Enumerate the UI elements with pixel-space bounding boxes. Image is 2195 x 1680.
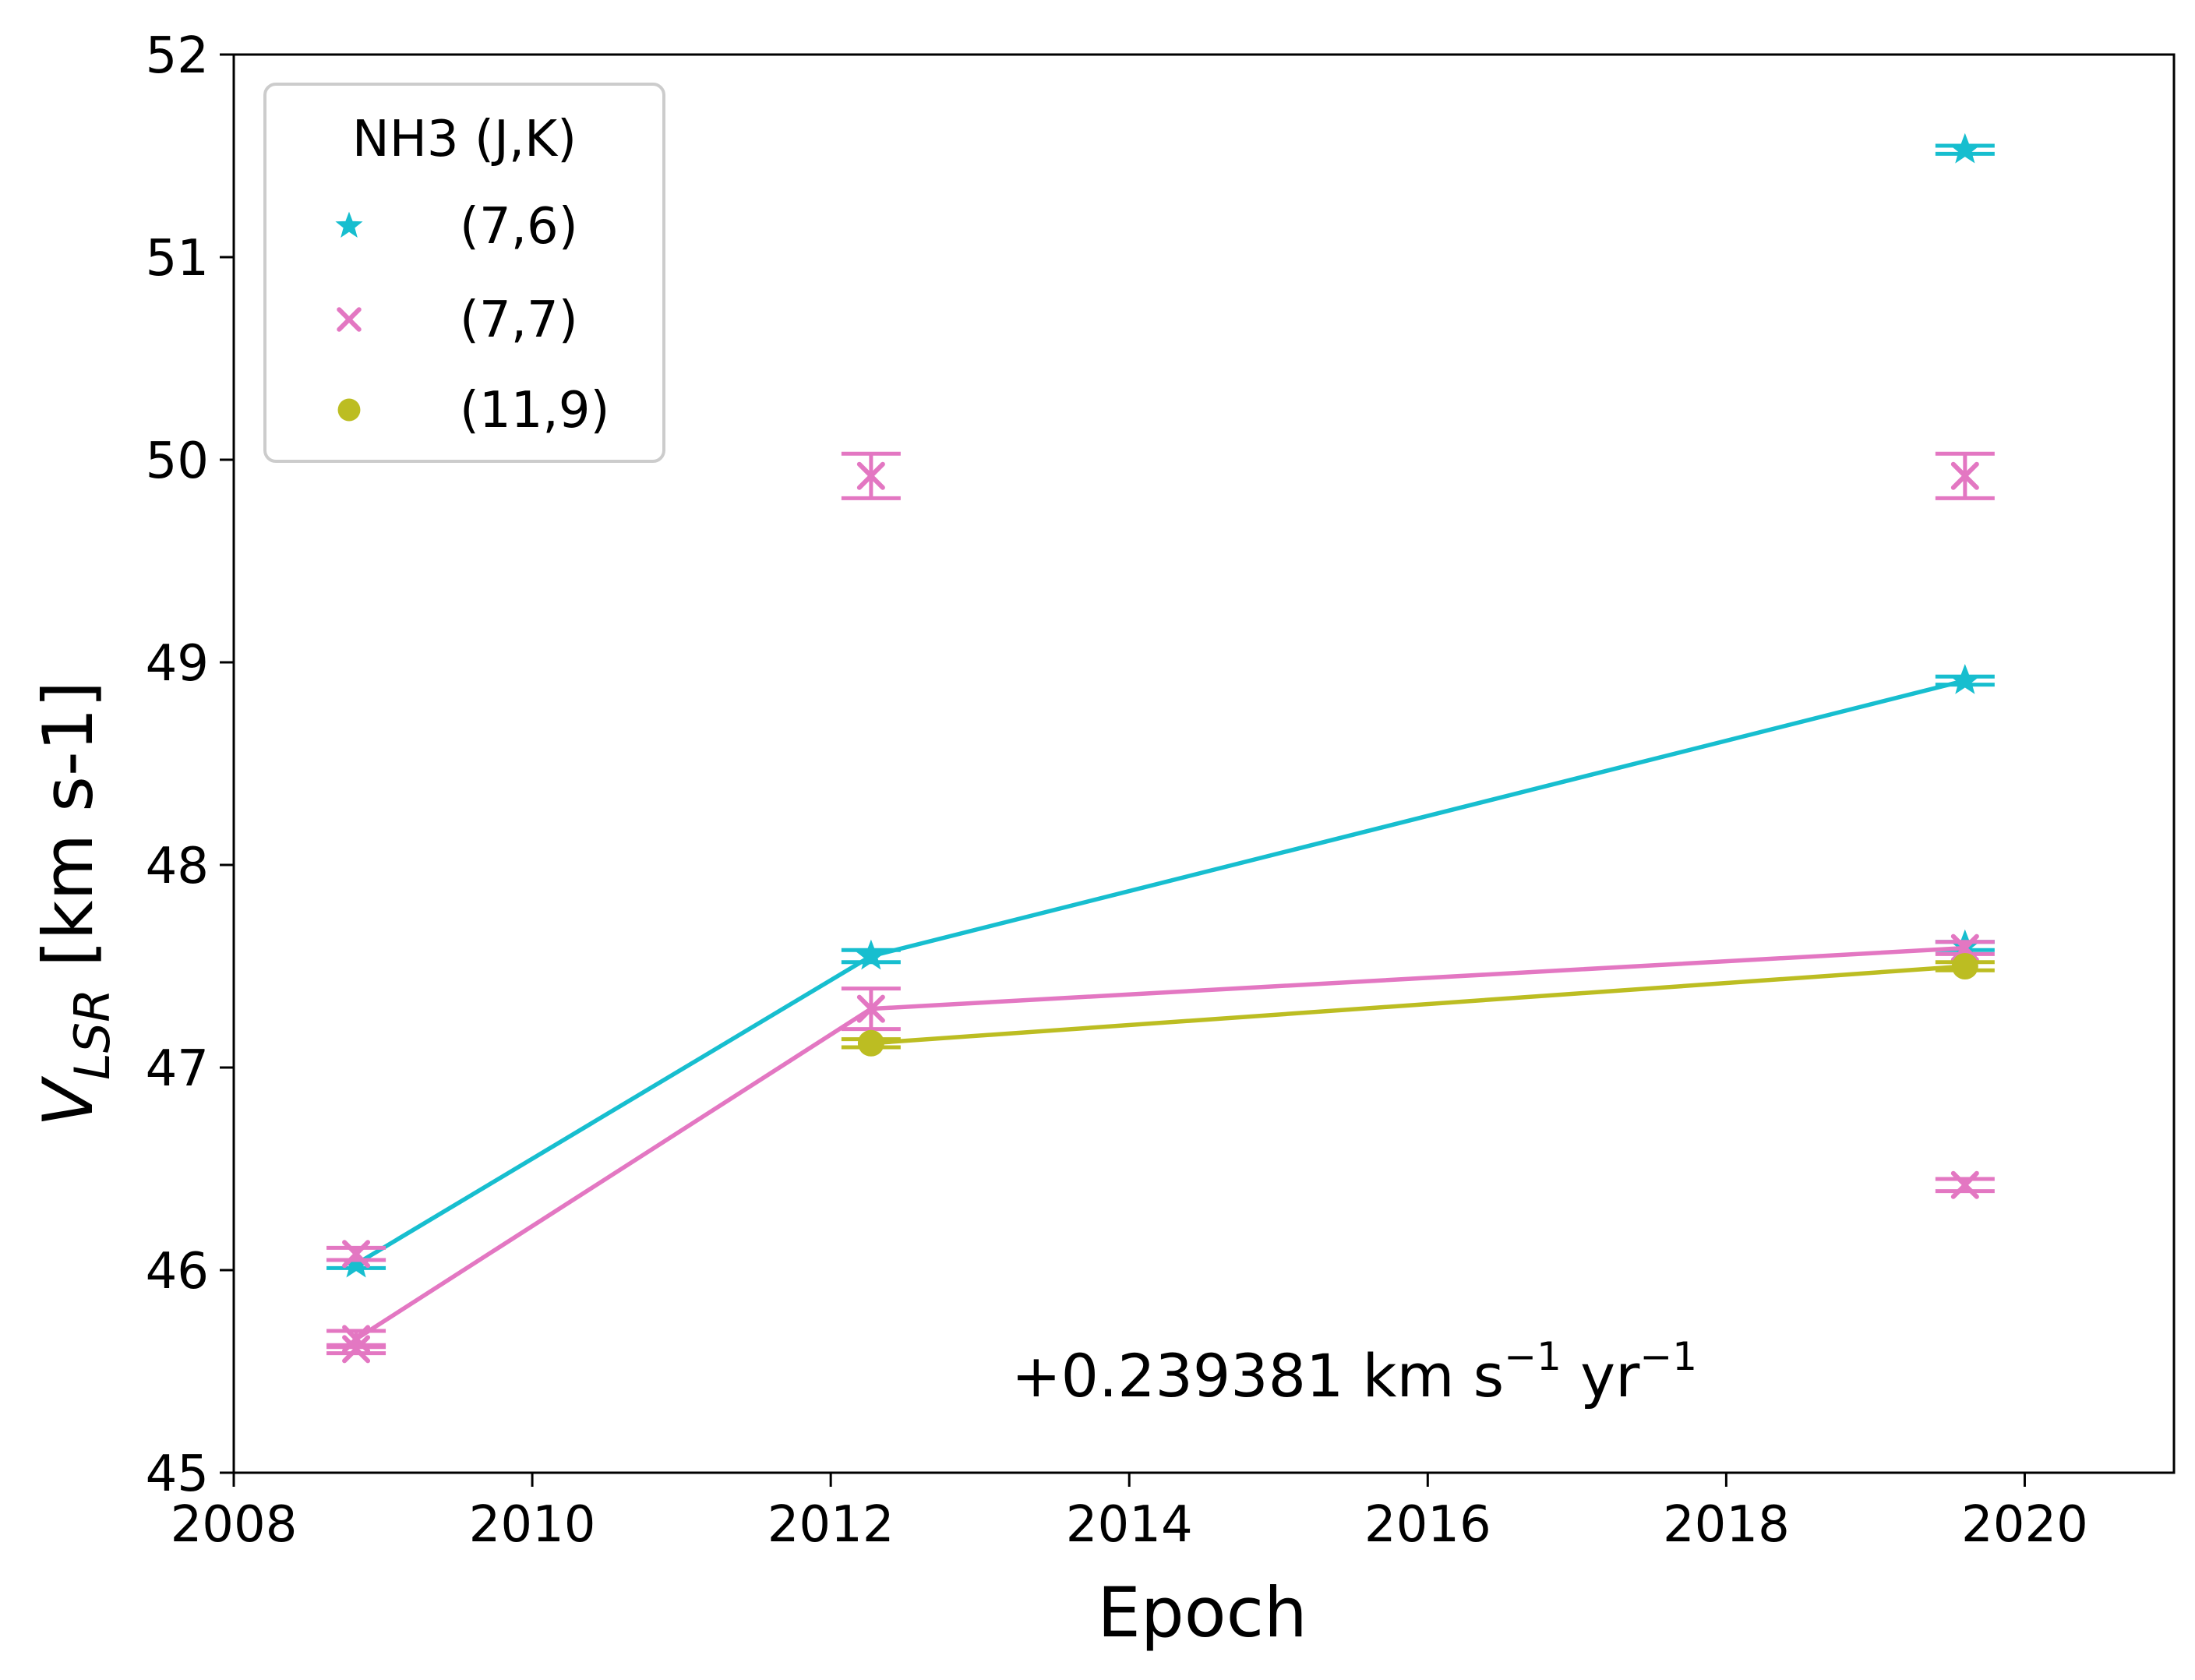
series-1-point-5 (1950, 461, 1979, 490)
x-tick-label-2014: 2014 (1066, 1496, 1193, 1554)
series-2-point-0 (857, 1029, 884, 1057)
y-axis-label-sub: LSR (64, 989, 121, 1080)
legend-marker-2 (337, 398, 361, 422)
legend-label-0: (7,6) (460, 198, 578, 256)
y-tick-label-45: 45 (146, 1445, 209, 1503)
y-tick-label-46: 46 (146, 1243, 209, 1301)
series-0-point-3 (1949, 132, 1981, 164)
y-axis-label: VLSR [km s-1] (28, 681, 121, 1127)
y-tick-label-49: 49 (146, 635, 209, 693)
legend-marker-1-stroke-b (337, 307, 362, 332)
series-2-line (870, 964, 1965, 1046)
series-1-point-2 (342, 1335, 371, 1364)
legend-marker-1 (337, 307, 362, 332)
slope-annotation: +0.239381 km s−1 yr−1 (1011, 1334, 1697, 1410)
y-tick-label-48: 48 (146, 838, 209, 895)
annotation-prefix: +0.239381 km s (1011, 1341, 1504, 1410)
axes-frame (232, 53, 2176, 1474)
x-tick-label-2010: 2010 (469, 1496, 596, 1554)
legend-label-1: (7,7) (460, 291, 578, 349)
legend-label-2: (11,9) (460, 382, 609, 439)
series-2-point-1 (1951, 953, 1978, 979)
annotation-mid: yr (1562, 1341, 1640, 1410)
series-0-point-1 (855, 939, 888, 970)
annotation-sup2: −1 (1639, 1334, 1697, 1379)
x-axis-label: Epoch (1097, 1572, 1307, 1653)
series-1-point-3 (856, 461, 885, 490)
series-1-point-5-stroke-b (1950, 461, 1979, 490)
series-1-point-2-stroke-b (342, 1335, 371, 1364)
series-1 (326, 451, 1995, 1364)
series-1-point-4-stroke-b (856, 994, 885, 1023)
legend-marker-0 (335, 211, 363, 238)
annotation-sup1: −1 (1504, 1334, 1562, 1379)
legend-entries: (7,6) (7,7) (11,9) (335, 198, 609, 439)
y-axis-label-units: [km s-1] (28, 681, 108, 989)
series-1-point-0 (342, 1240, 371, 1269)
series-0-point-2 (1949, 663, 1981, 694)
series-1-point-4 (856, 994, 885, 1023)
x-tick-label-2016: 2016 (1364, 1496, 1491, 1554)
legend-frame (263, 83, 665, 463)
series-1-point-3-stroke-b (856, 461, 885, 490)
axes-layer: 2008 2010 2012 2014 2016 2018 2020 45 46 47 48 49 50… (146, 27, 2176, 1554)
y-axis-label-main: V (28, 1075, 108, 1127)
legend-title: NH3 (J,K) (352, 111, 577, 168)
y-tick-label-51: 51 (146, 230, 209, 288)
y-tick-label-50: 50 (146, 432, 209, 490)
series-1-point-0-stroke-b (342, 1240, 371, 1269)
series-2 (841, 953, 1995, 1057)
y-tick-label-52: 52 (146, 27, 209, 85)
y-tick-label-47: 47 (146, 1040, 209, 1098)
x-tick-label-2020: 2020 (1961, 1496, 2088, 1554)
series-layer (326, 132, 1995, 1364)
series-1-point-7-stroke-b (1950, 1170, 1979, 1199)
x-tick-label-2012: 2012 (768, 1496, 895, 1554)
x-tick-label-2018: 2018 (1663, 1496, 1790, 1554)
x-tick-label-2008: 2008 (171, 1496, 298, 1554)
series-1-point-7 (1950, 1170, 1979, 1199)
legend: NH3 (J,K) (7,6) (7,7) (11,9) (263, 83, 665, 463)
